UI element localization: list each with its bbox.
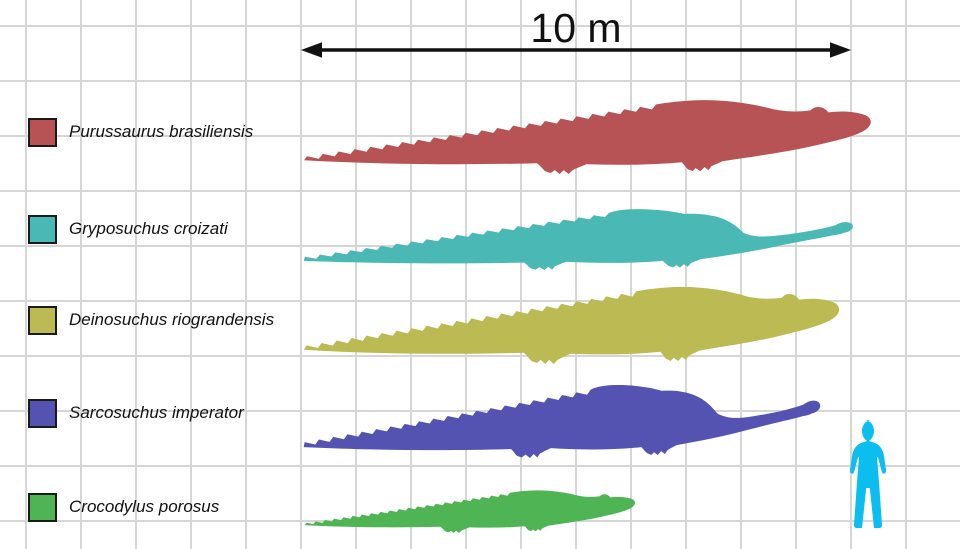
legend-row-gryposuchus: Gryposuchus croizati bbox=[28, 214, 228, 244]
scale-bar bbox=[301, 42, 851, 58]
legend-row-sarcosuchus: Sarcosuchus imperator bbox=[28, 398, 244, 428]
legend-row-deinosuchus: Deinosuchus riograndensis bbox=[28, 305, 274, 335]
scale-bar-label: 10 m bbox=[530, 5, 622, 51]
scale-bar-arrowhead-right-icon bbox=[830, 42, 851, 58]
human-silhouette bbox=[849, 420, 887, 528]
silhouette-deinosuchus-riograndensis bbox=[303, 286, 840, 364]
species-label-deinosuchus: Deinosuchus riograndensis bbox=[69, 310, 275, 329]
silhouette-gryposuchus-croizati bbox=[303, 209, 853, 270]
species-label-purussaurus: Purussaurus brasiliensis bbox=[69, 122, 254, 141]
silhouette-sarcosuchus-imperator bbox=[303, 385, 821, 458]
scale-bar-arrowhead-left-icon bbox=[301, 42, 322, 58]
legend-swatch-deinosuchus bbox=[28, 305, 57, 335]
legend-swatch-sarcosuchus bbox=[28, 398, 57, 428]
legend-row-purussaurus: Purussaurus brasiliensis bbox=[28, 117, 253, 147]
species-label-sarcosuchus: Sarcosuchus imperator bbox=[69, 403, 244, 422]
legend-swatch-gryposuchus bbox=[28, 214, 57, 244]
silhouette-purussaurus-brasiliensis bbox=[303, 100, 871, 174]
silhouette-crocodylus-porosus bbox=[304, 490, 635, 533]
species-label-gryposuchus: Gryposuchus croizati bbox=[69, 219, 228, 238]
legend-swatch-crocodylus bbox=[28, 492, 57, 522]
legend-row-crocodylus: Crocodylus porosus bbox=[28, 492, 219, 522]
species-label-crocodylus: Crocodylus porosus bbox=[69, 497, 220, 516]
legend-swatch-purussaurus bbox=[28, 117, 57, 147]
